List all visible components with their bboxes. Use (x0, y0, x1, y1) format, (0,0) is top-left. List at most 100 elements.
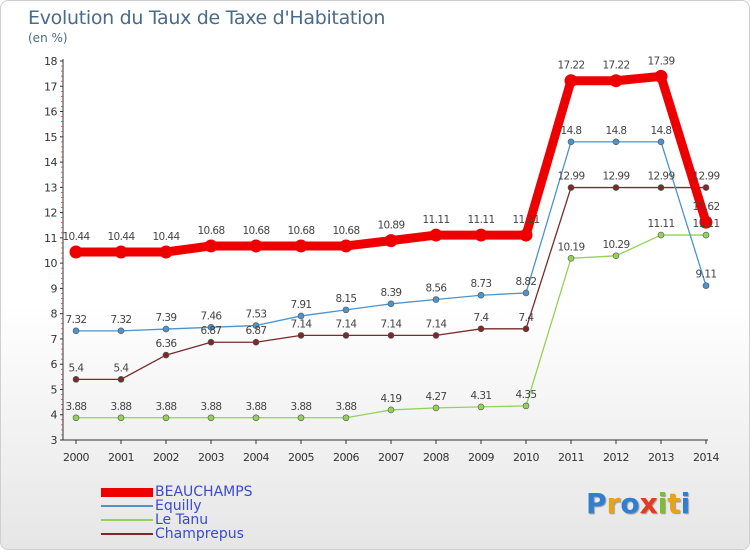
data-point (702, 282, 710, 289)
data-point (297, 332, 305, 339)
data-point (699, 215, 713, 229)
data-label: 10.68 (287, 225, 314, 237)
y-tick-label: 12 (44, 207, 57, 220)
y-tick-label: 13 (44, 181, 57, 194)
data-point (657, 184, 665, 191)
data-point (657, 231, 665, 239)
data-point (612, 252, 620, 260)
data-point (384, 234, 398, 248)
x-tick-label: 2010 (513, 451, 539, 464)
data-label: 7.14 (336, 318, 358, 330)
data-point (522, 289, 530, 297)
data-label: 12.99 (692, 171, 719, 183)
data-label: 8.15 (336, 293, 357, 305)
data-point (72, 327, 80, 335)
logo-letter: i (680, 487, 691, 520)
x-tick-label: 2005 (288, 451, 314, 464)
data-point (387, 300, 395, 308)
data-point (342, 306, 350, 314)
data-point (567, 184, 575, 191)
data-label: 11.11 (692, 218, 719, 230)
y-tick-label: 7 (51, 333, 58, 346)
y-tick-label: 11 (44, 232, 57, 245)
data-label: 7.14 (381, 318, 403, 330)
legend-item-beauchamps[interactable]: BEAUCHAMPS (101, 485, 253, 499)
data-point (117, 376, 125, 383)
data-label: 10.19 (557, 241, 584, 253)
data-label: 5.4 (69, 362, 85, 374)
data-point (252, 414, 260, 422)
data-label: 3.88 (156, 401, 177, 413)
data-label: 4.27 (426, 391, 447, 403)
y-tick-label: 10 (44, 257, 57, 270)
logo-letter: r (606, 487, 621, 520)
y-tick-label: 9 (51, 282, 58, 295)
data-label: 10.29 (602, 239, 629, 251)
data-point (207, 324, 215, 331)
data-label: 4.31 (471, 390, 492, 402)
y-tick-label: 5 (51, 383, 58, 396)
legend-label: Le Tanu (155, 512, 209, 528)
data-label: 14.8 (561, 125, 582, 137)
logo-letter: o (620, 487, 640, 520)
data-point (117, 414, 125, 422)
data-label: 8.39 (381, 287, 402, 299)
logo-letter: x (639, 487, 658, 520)
data-point (72, 414, 80, 422)
data-label: 10.44 (107, 231, 135, 243)
y-tick-label: 18 (44, 55, 57, 68)
legend-item-equilly[interactable]: Equilly (101, 499, 253, 513)
data-label: 6.87 (201, 325, 222, 337)
data-point (207, 338, 215, 346)
data-point (429, 228, 443, 242)
legend-item-le-tanu[interactable]: Le Tanu (101, 513, 253, 527)
data-label: 8.82 (516, 276, 537, 288)
data-label: 11.11 (647, 218, 674, 230)
data-point (294, 239, 308, 253)
data-label: 10.68 (332, 225, 359, 237)
legend-label: Champrepus (155, 526, 244, 542)
x-tick-label: 2013 (648, 451, 674, 464)
data-label: 3.88 (111, 401, 132, 413)
data-label: 7.46 (201, 310, 223, 322)
data-point (249, 239, 263, 253)
data-label: 7.14 (426, 318, 448, 330)
data-point (432, 332, 440, 339)
x-tick-label: 2004 (243, 451, 269, 464)
data-label: 4.35 (516, 389, 537, 401)
data-label: 3.88 (336, 401, 357, 413)
data-label: 7.32 (66, 314, 87, 326)
data-point (477, 403, 485, 411)
data-label: 14.8 (651, 125, 672, 137)
legend-swatch (101, 505, 153, 507)
data-label: 7.4 (474, 312, 490, 324)
chart-subtitle: (en %) (28, 31, 68, 45)
data-point (297, 312, 305, 320)
data-point (297, 414, 305, 422)
data-label: 11.11 (422, 214, 449, 226)
data-label: 14.8 (606, 125, 627, 137)
data-label: 7.53 (246, 309, 267, 321)
data-point (342, 332, 350, 339)
data-label: 12.99 (647, 171, 674, 183)
y-tick-label: 8 (51, 308, 58, 321)
data-point (612, 184, 620, 191)
data-point (702, 231, 710, 239)
data-label: 3.88 (246, 401, 267, 413)
data-point (252, 322, 260, 329)
data-label: 6.87 (246, 325, 267, 337)
data-point (114, 245, 128, 259)
data-point (339, 239, 353, 253)
data-label: 5.4 (114, 362, 130, 374)
data-point (162, 414, 170, 422)
data-point (474, 228, 488, 242)
data-point (72, 376, 80, 383)
x-tick-label: 2007 (378, 451, 404, 464)
x-tick-label: 2009 (468, 451, 494, 464)
legend-item-champrepus[interactable]: Champrepus (101, 527, 253, 541)
data-point (657, 138, 665, 146)
logo-letter: t (667, 487, 681, 520)
x-tick-label: 2008 (423, 451, 449, 464)
data-point (522, 325, 530, 333)
